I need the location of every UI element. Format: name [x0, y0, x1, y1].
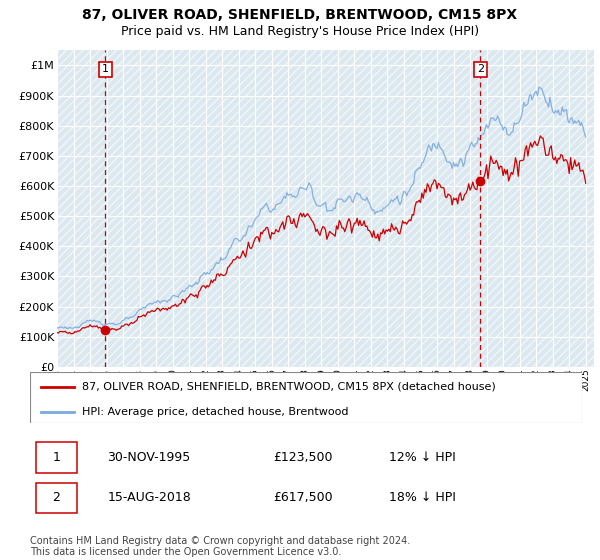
Text: 2: 2: [53, 491, 61, 504]
Text: 15-AUG-2018: 15-AUG-2018: [107, 491, 191, 504]
FancyBboxPatch shape: [35, 483, 77, 514]
Text: 2: 2: [477, 64, 484, 74]
Text: £617,500: £617,500: [273, 491, 332, 504]
Text: 18% ↓ HPI: 18% ↓ HPI: [389, 491, 455, 504]
Text: 87, OLIVER ROAD, SHENFIELD, BRENTWOOD, CM15 8PX (detached house): 87, OLIVER ROAD, SHENFIELD, BRENTWOOD, C…: [82, 381, 496, 391]
Text: HPI: Average price, detached house, Brentwood: HPI: Average price, detached house, Bren…: [82, 407, 349, 417]
Text: Price paid vs. HM Land Registry's House Price Index (HPI): Price paid vs. HM Land Registry's House …: [121, 25, 479, 38]
Text: Contains HM Land Registry data © Crown copyright and database right 2024.
This d: Contains HM Land Registry data © Crown c…: [30, 535, 410, 557]
Text: 87, OLIVER ROAD, SHENFIELD, BRENTWOOD, CM15 8PX: 87, OLIVER ROAD, SHENFIELD, BRENTWOOD, C…: [82, 8, 518, 22]
FancyBboxPatch shape: [30, 372, 582, 423]
FancyBboxPatch shape: [35, 442, 77, 473]
Text: 1: 1: [53, 451, 61, 464]
Text: 1: 1: [102, 64, 109, 74]
Text: £123,500: £123,500: [273, 451, 332, 464]
Text: 30-NOV-1995: 30-NOV-1995: [107, 451, 191, 464]
Text: 12% ↓ HPI: 12% ↓ HPI: [389, 451, 455, 464]
